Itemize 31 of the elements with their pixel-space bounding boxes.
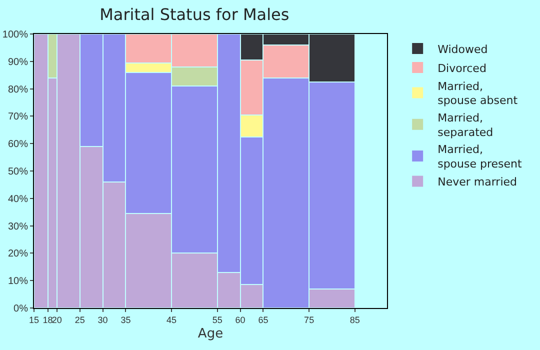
legend-label: Married, separated — [438, 112, 494, 139]
y-tick-label: 10% — [8, 276, 28, 288]
x-axis-title: Age — [198, 326, 224, 342]
y-tick-label: 40% — [8, 194, 28, 205]
legend-label: Married, spouse present — [438, 143, 522, 170]
x-tick-label: 18 — [42, 314, 53, 325]
y-tick-label: 30% — [8, 221, 28, 232]
legend-label: Married, spouse absent — [438, 80, 518, 108]
y-tick-label: 0% — [14, 304, 28, 314]
x-tick-label: 85 — [350, 314, 360, 325]
y-tick-label: 80% — [8, 84, 28, 96]
x-tick-label: 20 — [52, 314, 62, 325]
y-tick-label: 60% — [8, 139, 28, 150]
x-tick-label: 35 — [120, 314, 131, 325]
x-tick-label: 65 — [258, 314, 268, 325]
x-tick-label: 15 — [28, 314, 40, 325]
y-tick-label: 100% — [2, 30, 28, 40]
y-tick-label: 90% — [8, 56, 28, 68]
legend-label: Divorced — [438, 62, 486, 75]
legend-label: Never married — [438, 176, 517, 189]
y-tick-label: 20% — [8, 248, 28, 260]
x-tick-label: 55 — [212, 314, 222, 325]
x-tick-label: 30 — [98, 314, 108, 325]
y-tick-label: 70% — [8, 112, 28, 123]
x-tick-label: 60 — [235, 314, 246, 325]
x-tick-label: 45 — [166, 314, 177, 325]
legend-label: Widowed — [438, 42, 488, 56]
x-tick-label: 25 — [74, 314, 85, 325]
y-tick-label: 50% — [8, 166, 28, 178]
x-tick-label: 75 — [304, 314, 314, 325]
chart-title: Marital Status for Males — [100, 4, 290, 24]
